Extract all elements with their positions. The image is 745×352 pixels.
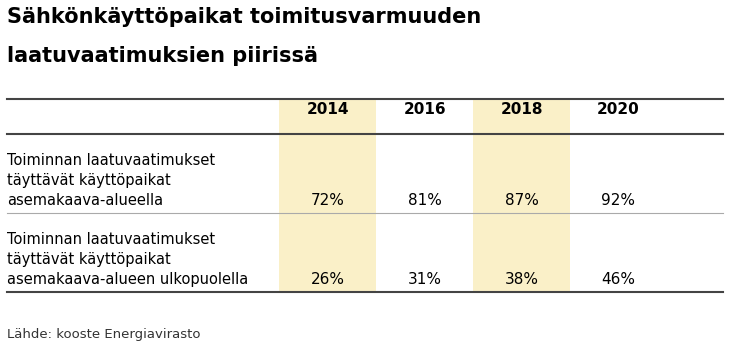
Text: Sähkönkäyttöpaikat toimitusvarmuuden: Sähkönkäyttöpaikat toimitusvarmuuden [7,7,482,27]
Text: Toiminnan laatuvaatimukset
täyttävät käyttöpaikat
asemakaava-alueen ulkopuolella: Toiminnan laatuvaatimukset täyttävät käy… [7,232,249,287]
Text: 38%: 38% [504,272,539,287]
Text: 87%: 87% [504,193,539,208]
Text: 2020: 2020 [597,102,640,117]
Text: 2018: 2018 [500,102,543,117]
Text: laatuvaatimuksien piirissä: laatuvaatimuksien piirissä [7,46,318,66]
Text: 92%: 92% [601,193,635,208]
Text: 31%: 31% [408,272,442,287]
Text: Lähde: kooste Energiavirasto: Lähde: kooste Energiavirasto [7,328,201,341]
Text: 2016: 2016 [403,102,446,117]
Text: 72%: 72% [311,193,345,208]
Text: 26%: 26% [311,272,345,287]
Text: 2014: 2014 [306,102,349,117]
Text: 81%: 81% [408,193,442,208]
Text: 46%: 46% [601,272,635,287]
Text: Toiminnan laatuvaatimukset
täyttävät käyttöpaikat
asemakaava-alueella: Toiminnan laatuvaatimukset täyttävät käy… [7,153,215,208]
